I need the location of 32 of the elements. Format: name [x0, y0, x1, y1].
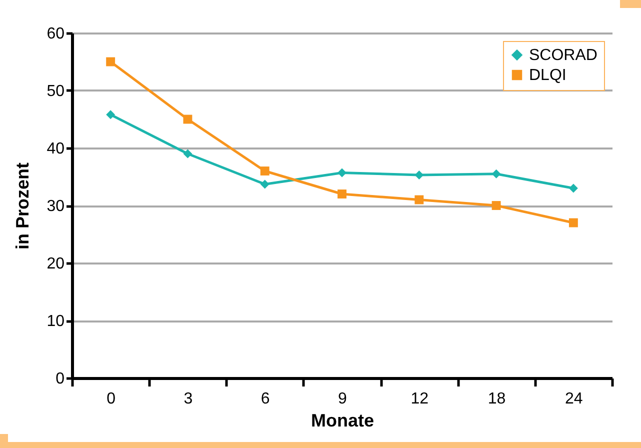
point [106, 110, 116, 120]
legend-label: DLQI [529, 67, 566, 84]
y-axis-title: in Prozent [12, 162, 33, 250]
x-axis-title: Monate [311, 410, 374, 430]
x-tick-label: 6 [260, 390, 270, 408]
x-tick-label: 12 [410, 390, 429, 408]
y-tick-label: 10 [46, 313, 65, 330]
x-tick-label: 24 [565, 390, 583, 408]
y-tick-label: 60 [46, 26, 65, 42]
point [338, 168, 346, 178]
point [568, 218, 578, 228]
point [260, 180, 270, 189]
x-tick-label: 3 [184, 390, 193, 408]
point [568, 184, 578, 193]
y-tick-label: 20 [46, 256, 65, 272]
y-tick-label: 40 [46, 140, 65, 158]
x-tick-label: 9 [338, 390, 348, 408]
point [106, 57, 116, 66]
x-tick-label: 0 [106, 390, 116, 408]
point [183, 114, 192, 124]
point [183, 149, 192, 158]
y-tick-label: 50 [46, 83, 65, 100]
y-tick-label: 0 [56, 370, 65, 388]
y-tick-label: 30 [46, 198, 65, 215]
point [492, 201, 501, 210]
legend-label: SCORAD [529, 47, 598, 64]
point [338, 190, 346, 198]
point [414, 170, 424, 180]
point [414, 195, 424, 204]
point [492, 169, 501, 178]
point [260, 166, 270, 176]
x-tick-label: 18 [488, 390, 506, 408]
